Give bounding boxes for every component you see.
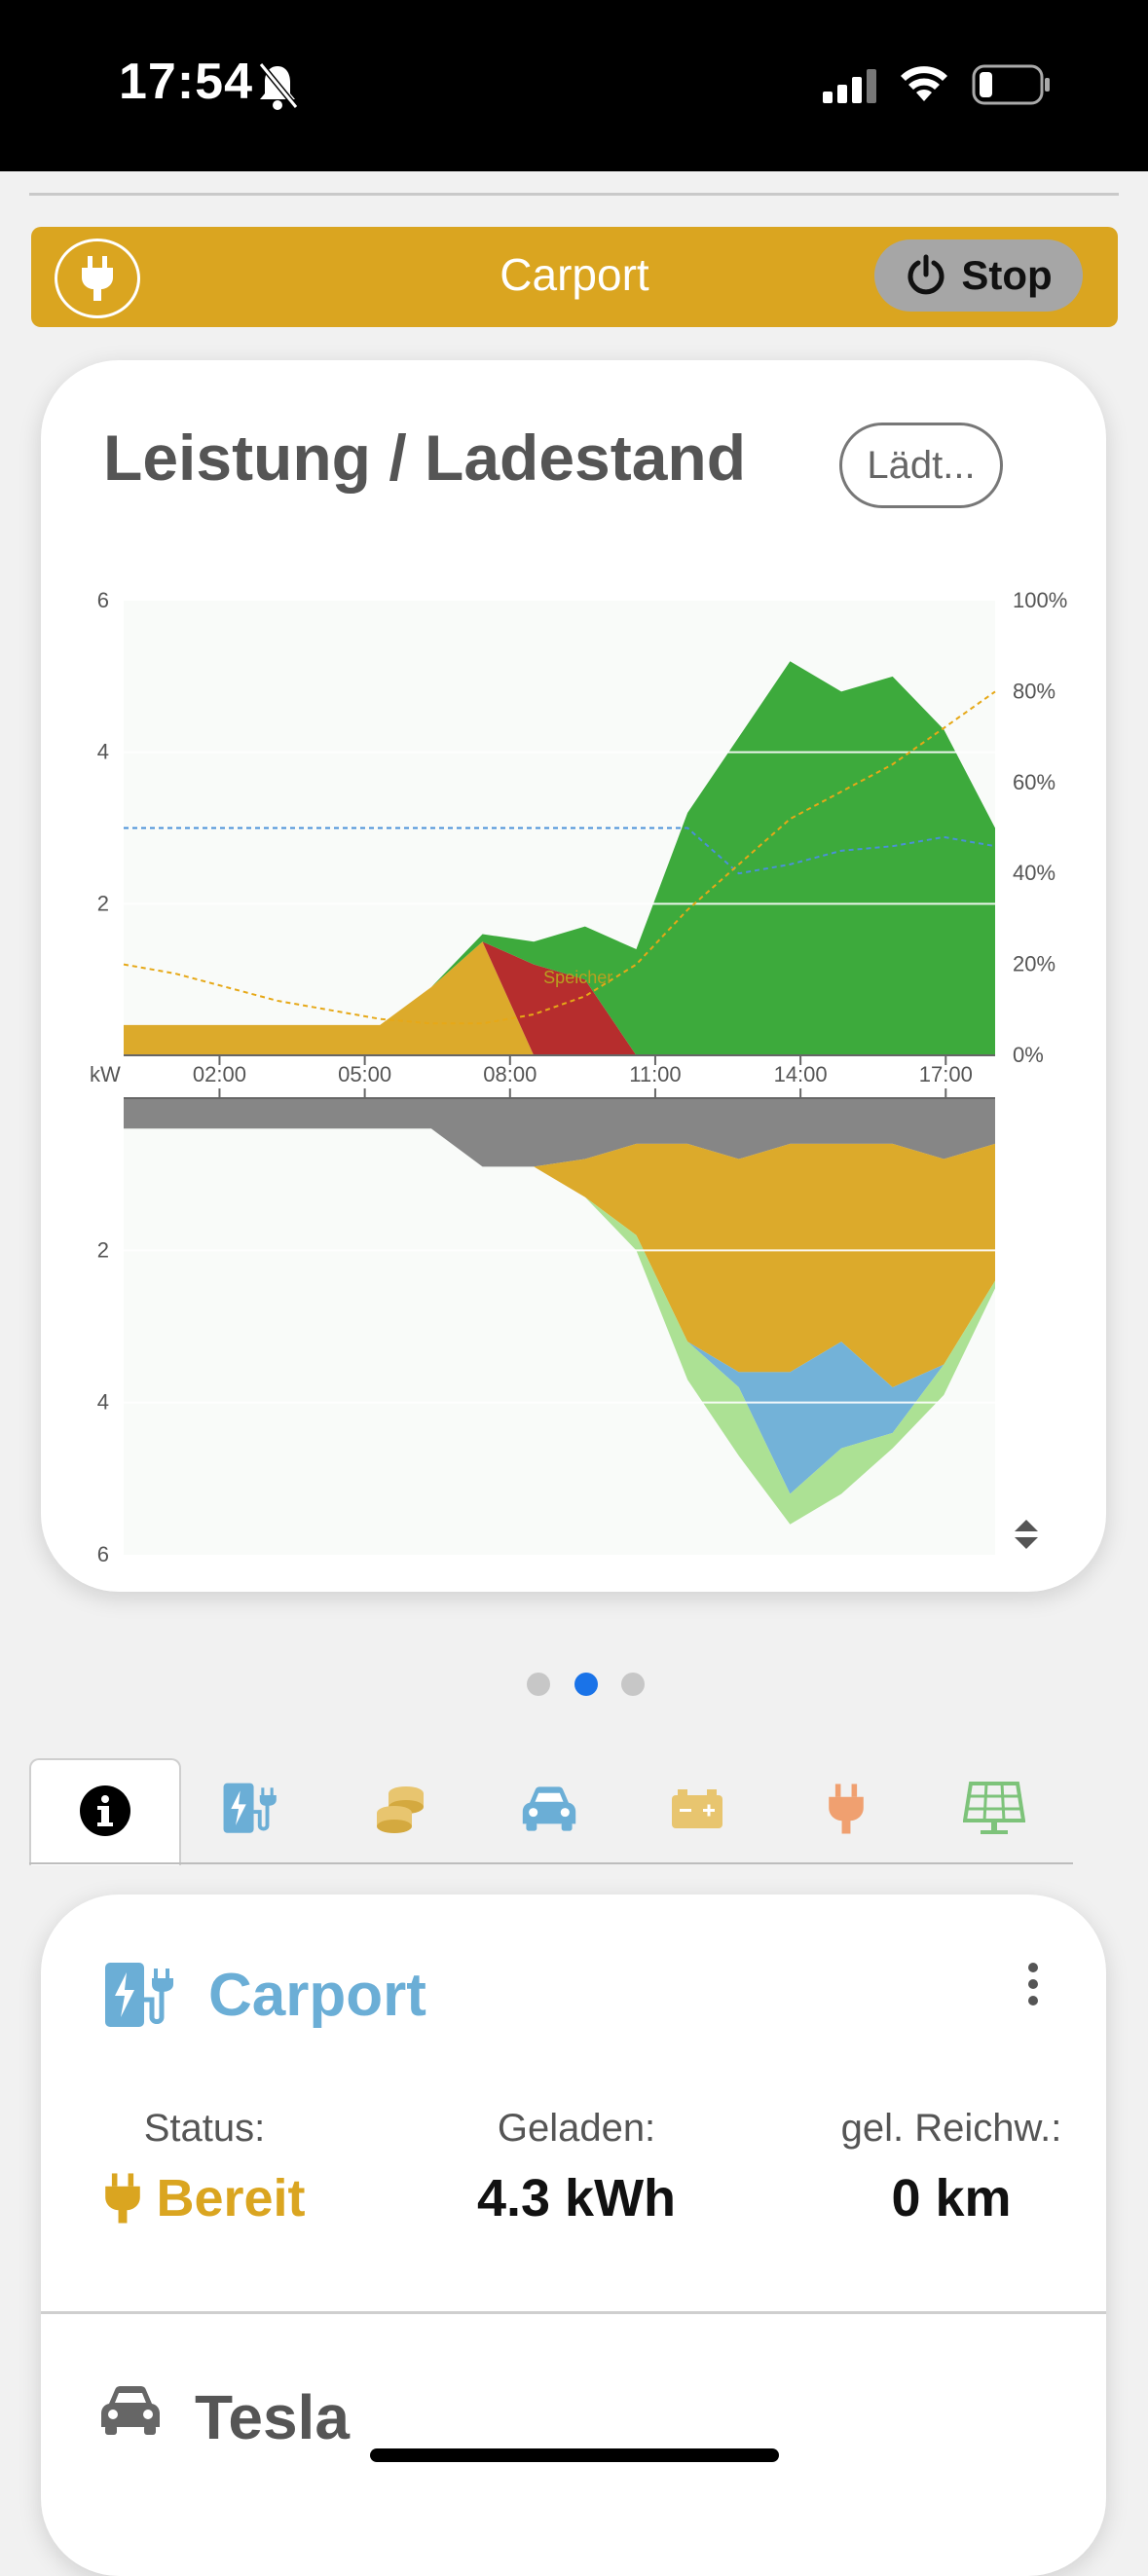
solar-panel-icon xyxy=(962,1781,1026,1841)
reference-line xyxy=(124,827,996,875)
battery-status-icon xyxy=(972,64,1050,105)
x-tick-label: 02:00 xyxy=(193,1062,246,1086)
x-tick-label: 05:00 xyxy=(338,1062,391,1086)
range-column: gel. Reichw.: 0 km xyxy=(810,2107,1092,2228)
y-tick-bottom: 4 xyxy=(97,1390,109,1415)
header-title: Carport xyxy=(500,249,649,300)
y2-tick: 80% xyxy=(1013,679,1055,703)
range-label: gel. Reichw.: xyxy=(840,2107,1062,2150)
charger-icon xyxy=(105,1963,173,2027)
car-icon xyxy=(101,2386,160,2435)
charging-status-button[interactable]: Lädt... xyxy=(839,423,1003,508)
stop-button[interactable]: Stop xyxy=(874,239,1083,312)
status-value: Bereit xyxy=(156,2169,306,2227)
plug-icon xyxy=(82,256,113,301)
tab-solar-panel[interactable] xyxy=(920,1758,1068,1863)
y2-tick: 40% xyxy=(1013,861,1055,885)
coins-icon xyxy=(373,1782,427,1841)
y-tick-top: 2 xyxy=(97,891,109,915)
speicher-label: Speicher xyxy=(543,968,612,987)
charged-value: 4.3 kWh xyxy=(476,2169,677,2227)
bottom-area-series-1 xyxy=(124,1128,995,1388)
x-tick-label: 17:00 xyxy=(919,1062,973,1086)
charger-icon xyxy=(222,1782,282,1841)
tab-plug[interactable] xyxy=(772,1758,920,1863)
power-card-title: Leistung / Ladestand xyxy=(103,422,747,494)
tab-coins[interactable] xyxy=(326,1758,474,1863)
signal-icon xyxy=(823,69,876,103)
range-value: 0 km xyxy=(891,2169,1012,2227)
tab-car[interactable] xyxy=(475,1758,623,1863)
silent-bell-icon xyxy=(258,62,299,110)
resize-handle-icon[interactable] xyxy=(1015,1520,1038,1549)
plug-button[interactable] xyxy=(55,239,140,318)
card-divider xyxy=(41,2311,1106,2314)
plug-icon xyxy=(105,2173,141,2224)
power-chart[interactable]: Speicher 6 4 2 2 4 6 100% 80% 60% 40% 20% 0% kW 02:00 0… xyxy=(41,360,1106,1592)
top-area-series-2 xyxy=(124,661,995,1055)
status-value-wrap: Bereit xyxy=(58,2168,351,2228)
top-area-series-0 xyxy=(124,941,995,1055)
y-tick-bottom: 2 xyxy=(97,1237,109,1262)
y2-tick: 0% xyxy=(1013,1043,1044,1067)
page-dot[interactable] xyxy=(527,1673,550,1696)
top-area-series-1 xyxy=(124,941,995,1055)
unit-label: kW xyxy=(90,1062,121,1086)
vehicle-title: Tesla xyxy=(195,2382,350,2452)
y2-tick: 20% xyxy=(1013,952,1055,976)
y2-tick: 100% xyxy=(1013,588,1067,612)
charged-label: Geladen: xyxy=(497,2107,656,2150)
page-indicator xyxy=(0,1673,1148,1698)
charged-column: Geladen: 4.3 kWh xyxy=(411,2107,742,2228)
stop-label: Stop xyxy=(961,252,1053,298)
charger-title: Carport xyxy=(208,1962,426,2029)
plug-icon xyxy=(827,1782,866,1841)
soc-line xyxy=(123,690,996,1025)
status-label: Status: xyxy=(143,2107,266,2150)
info-icon xyxy=(78,1784,132,1843)
x-tick-label: 14:00 xyxy=(774,1062,828,1086)
category-tabs xyxy=(29,1758,1071,1865)
x-tick-label: 08:00 xyxy=(483,1062,537,1086)
home-indicator xyxy=(370,2448,779,2462)
status-column: Status: Bereit xyxy=(58,2107,351,2228)
battery-icon xyxy=(670,1787,724,1835)
status-time: 17:54 xyxy=(119,54,253,110)
x-tick-label: 11:00 xyxy=(629,1062,681,1086)
y-tick-top: 4 xyxy=(97,740,109,764)
page-dot[interactable] xyxy=(621,1673,645,1696)
car-icon xyxy=(521,1785,577,1838)
tab-battery[interactable] xyxy=(623,1758,771,1863)
power-icon xyxy=(907,254,944,295)
more-menu-button[interactable] xyxy=(1028,1963,1042,2012)
top-divider xyxy=(29,193,1119,196)
tabs-divider xyxy=(29,1862,1073,1864)
tab-info[interactable] xyxy=(29,1758,181,1865)
tab-charger[interactable] xyxy=(178,1758,326,1863)
bottom-area-series-0 xyxy=(124,1098,995,1167)
y2-tick: 60% xyxy=(1013,770,1055,794)
status-bar: 17:54 xyxy=(0,0,1148,171)
charger-header: Carport Stop xyxy=(31,227,1118,327)
charger-card: Carport Status: Bereit Geladen: 4.3 kWh … xyxy=(41,1895,1106,2576)
wifi-icon xyxy=(901,66,947,101)
y-tick-top: 6 xyxy=(97,588,109,612)
power-card: Leistung / Ladestand Lädt... Speicher 6 4 2… xyxy=(41,360,1106,1592)
y-tick-bottom: 6 xyxy=(97,1542,109,1566)
page-dot[interactable] xyxy=(574,1673,598,1696)
